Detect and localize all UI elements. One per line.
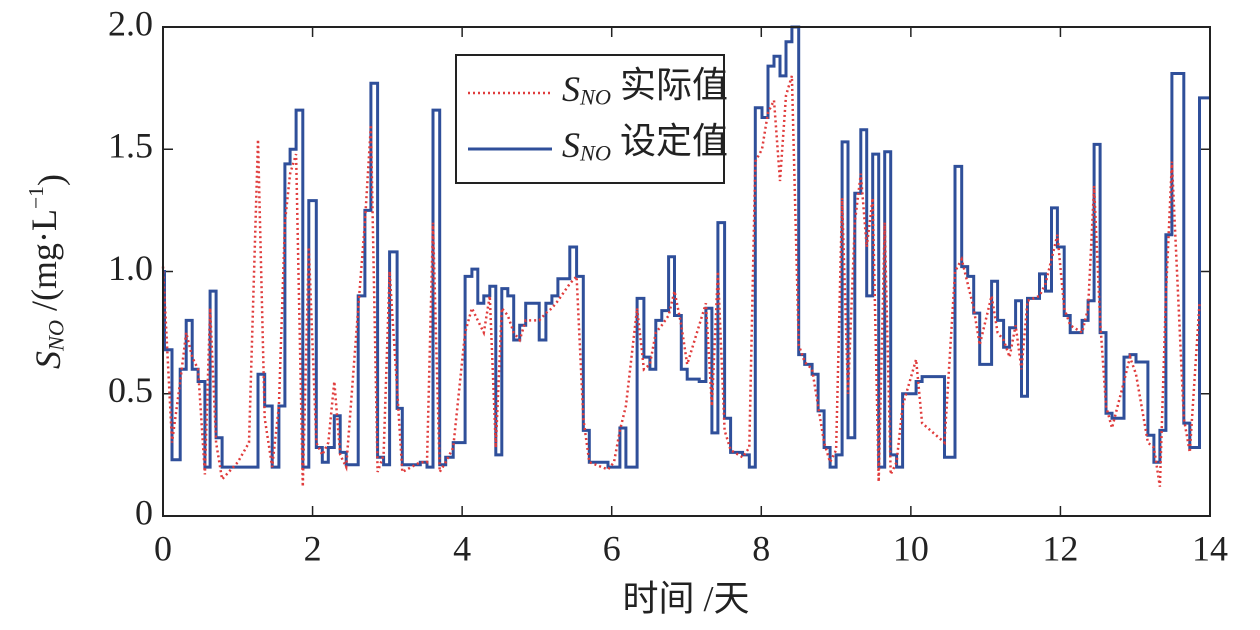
x-tick-label: 4	[453, 528, 471, 568]
legend-box	[455, 54, 725, 184]
series-line	[163, 25, 1210, 469]
y-tick-label: 0.5	[108, 370, 153, 410]
x-tick-label: 10	[893, 528, 929, 568]
y-tick-label: 0	[135, 492, 153, 532]
y-tick-label: 2.0	[108, 3, 153, 43]
series-line	[161, 75, 1201, 487]
y-axis-label: SNO /(mg·L−1)	[24, 174, 71, 369]
x-tick-label: 0	[154, 528, 172, 568]
legend-label: SNO 实际值	[562, 65, 728, 110]
x-tick-label: 8	[752, 528, 770, 568]
legend-label: SNO 设定值	[562, 121, 728, 166]
plot-frame	[162, 26, 1211, 517]
x-axis-label: 时间 /天	[622, 578, 749, 618]
x-tick-label: 12	[1042, 528, 1078, 568]
y-tick-label: 1.5	[108, 126, 153, 166]
x-tick-label: 14	[1192, 528, 1228, 568]
x-tick-label: 6	[603, 528, 621, 568]
x-tick-label: 2	[304, 528, 322, 568]
y-tick-label: 1.0	[108, 248, 153, 288]
